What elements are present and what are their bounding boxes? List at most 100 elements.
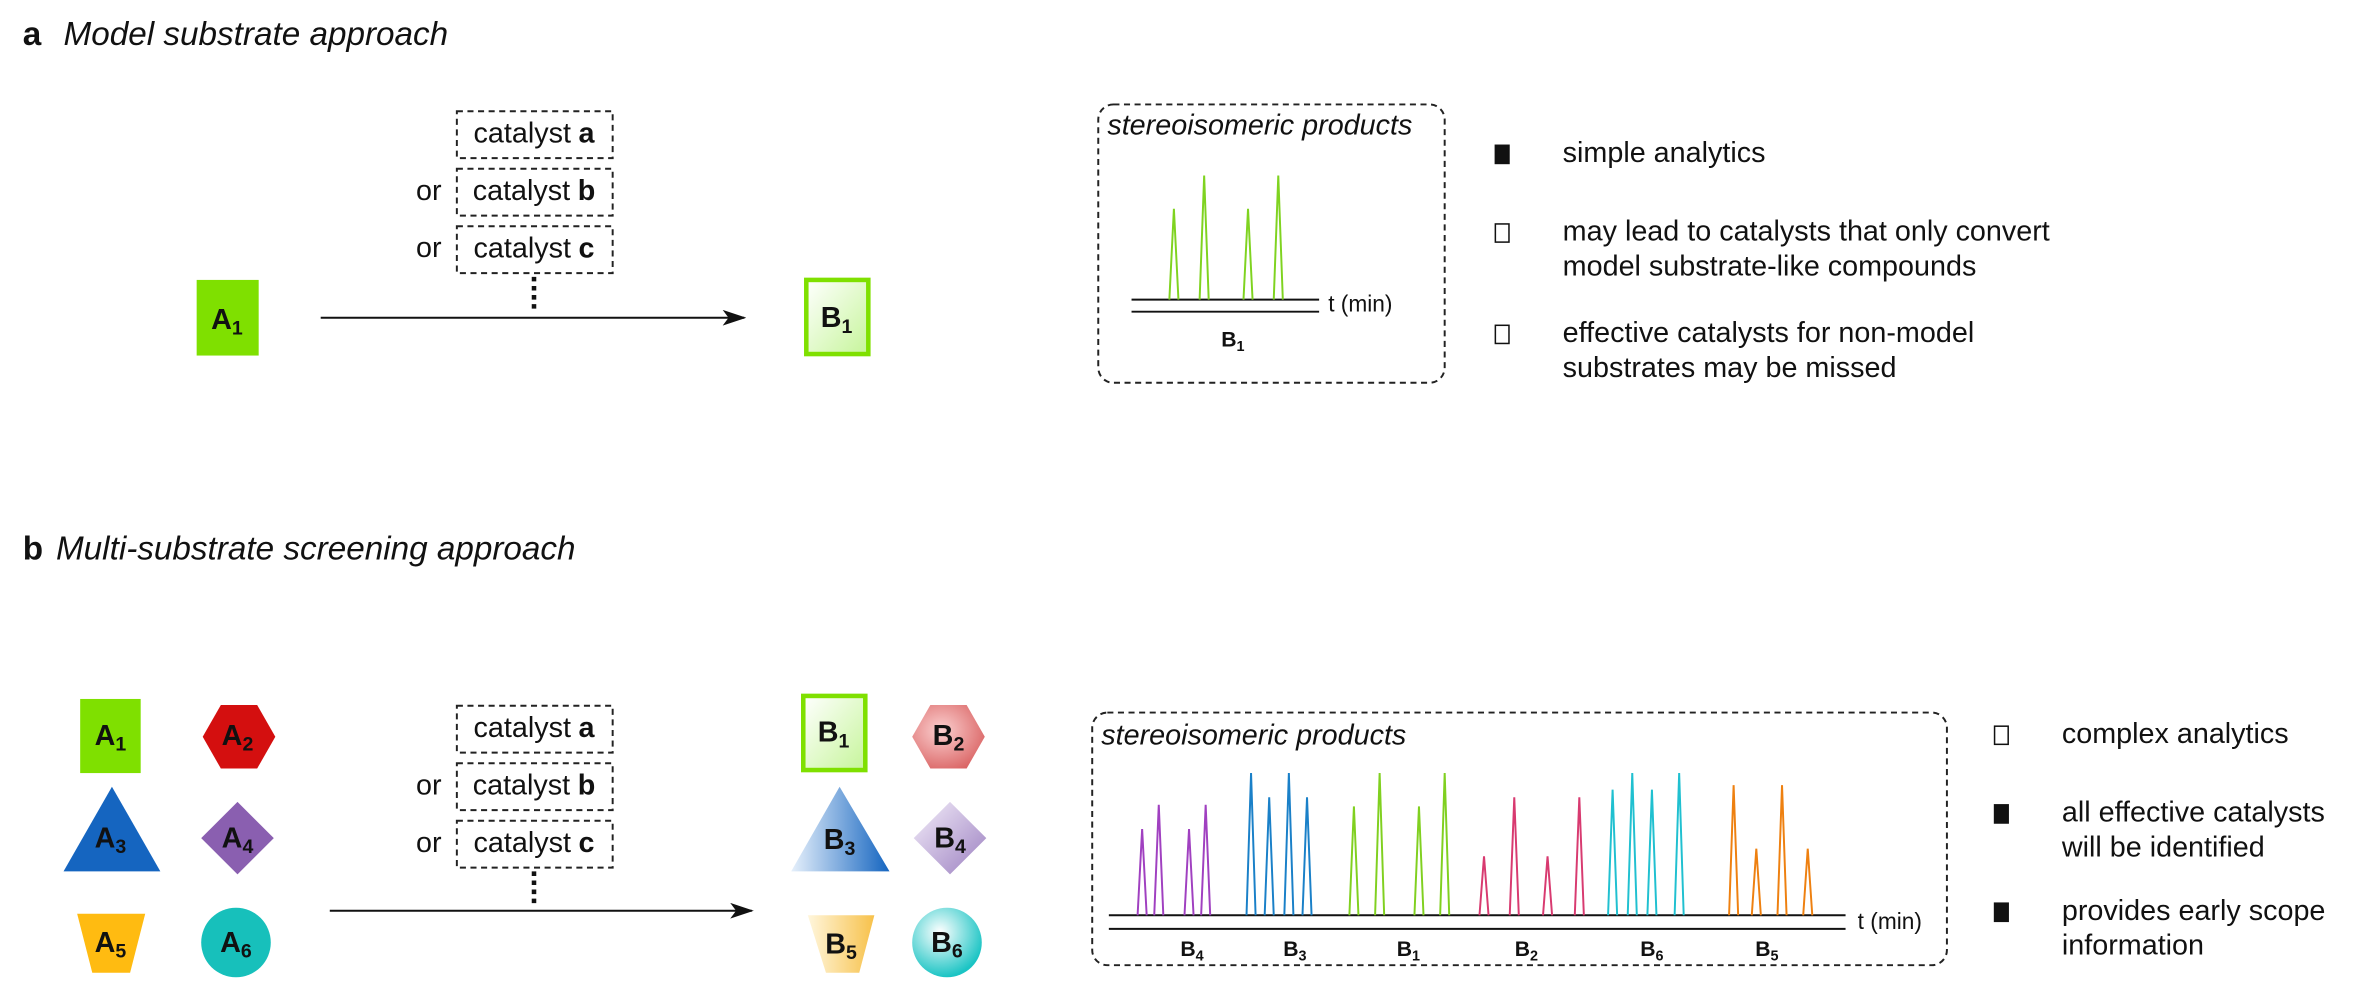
catalyst-name: catalyst bbox=[473, 175, 570, 207]
catalyst-name: catalyst bbox=[474, 827, 571, 859]
axis-label: t (min) bbox=[1858, 908, 1922, 934]
compound-label: A2 bbox=[222, 719, 254, 755]
point-text: information bbox=[2062, 930, 2204, 962]
label-base: A bbox=[220, 927, 241, 959]
chromatogram-peaks bbox=[1478, 797, 1585, 916]
point-text: provides early scope bbox=[2062, 895, 2326, 927]
label-subscript: 6 bbox=[952, 941, 963, 963]
bullet-marker bbox=[1494, 223, 1510, 243]
compound-label: B4 bbox=[934, 822, 966, 858]
label-base: A bbox=[95, 822, 116, 854]
label-base: B bbox=[818, 716, 839, 748]
compound-label: B1 bbox=[1221, 328, 1244, 355]
point-text: simple analytics bbox=[1563, 137, 1766, 169]
catalyst-id: b bbox=[578, 175, 596, 207]
label-base: A bbox=[222, 719, 243, 751]
catalyst-id: a bbox=[579, 712, 596, 744]
label-subscript: 2 bbox=[242, 734, 253, 756]
catalyst-prefix: or bbox=[416, 769, 442, 801]
point-text: model substrate-like compounds bbox=[1563, 250, 1977, 282]
compound-label: B2 bbox=[1515, 938, 1538, 965]
panel-title: Model substrate approach bbox=[64, 16, 449, 53]
label-subscript: 6 bbox=[241, 941, 252, 963]
compound-label: B3 bbox=[824, 824, 856, 860]
catalyst-name: catalyst bbox=[474, 712, 571, 744]
label-subscript: 3 bbox=[115, 836, 126, 858]
label-subscript: 1 bbox=[841, 316, 852, 338]
analysis-box bbox=[1097, 103, 1446, 384]
label-base: B bbox=[1221, 328, 1236, 351]
catalyst-prefix: or bbox=[416, 175, 442, 207]
label-base: B bbox=[821, 302, 842, 334]
label-base: B bbox=[1515, 938, 1530, 961]
catalyst-label: catalyst c bbox=[474, 827, 595, 859]
panel-letter: a bbox=[23, 16, 42, 53]
label-base: B bbox=[1640, 938, 1655, 961]
compound-label: B5 bbox=[1755, 938, 1778, 965]
catalyst-name: catalyst bbox=[473, 769, 570, 801]
bullet-marker bbox=[1993, 804, 2009, 824]
analysis-title: stereoisomeric products bbox=[1107, 110, 1412, 142]
catalyst-prefix: or bbox=[416, 827, 442, 859]
label-subscript: 5 bbox=[846, 942, 857, 964]
catalyst-label: catalyst b bbox=[473, 769, 596, 801]
catalyst-box bbox=[455, 704, 614, 754]
catalyst-label: catalyst c bbox=[474, 232, 595, 264]
chromatogram-peaks bbox=[1168, 175, 1284, 300]
catalyst-id: c bbox=[579, 827, 595, 859]
compound-label: B1 bbox=[821, 302, 853, 338]
product-shape bbox=[912, 705, 985, 769]
catalyst-prefix: or bbox=[416, 232, 442, 264]
bullet-marker bbox=[1494, 324, 1510, 345]
substrate-shape bbox=[63, 786, 161, 872]
label-base: A bbox=[222, 822, 243, 854]
substrate-shape bbox=[77, 913, 146, 973]
product-shape bbox=[807, 915, 875, 973]
product-shape bbox=[913, 801, 987, 875]
panel-letter: b bbox=[23, 530, 43, 567]
compound-label: A1 bbox=[95, 719, 127, 755]
label-subscript: 4 bbox=[242, 836, 253, 858]
label-base: B bbox=[933, 719, 954, 751]
catalyst-id: c bbox=[579, 232, 595, 264]
catalyst-box bbox=[455, 762, 614, 812]
point-text: all effective catalysts bbox=[2062, 797, 2325, 829]
point-text: will be identified bbox=[2061, 831, 2265, 863]
compound-label: B5 bbox=[825, 928, 857, 964]
catalyst-name: catalyst bbox=[474, 117, 571, 149]
catalyst-id: b bbox=[578, 769, 596, 801]
point-text: complex analytics bbox=[2062, 718, 2289, 750]
point-text: effective catalysts for non-model bbox=[1563, 317, 1975, 349]
chromatogram-peaks bbox=[1728, 785, 1814, 916]
chromatogram-peaks bbox=[1348, 773, 1451, 916]
label-subscript: 5 bbox=[115, 941, 126, 963]
catalyst-label: catalyst a bbox=[474, 117, 596, 149]
substrate-shape bbox=[80, 698, 141, 774]
analysis-box bbox=[1091, 711, 1948, 967]
axis-label: t (min) bbox=[1328, 291, 1392, 317]
label-base: B bbox=[1397, 938, 1412, 961]
chromatogram-peaks bbox=[1136, 804, 1212, 916]
label-subscript: 5 bbox=[1771, 948, 1779, 964]
label-base: B bbox=[825, 928, 846, 960]
label-subscript: 2 bbox=[1530, 948, 1538, 964]
compound-label: A4 bbox=[222, 822, 254, 858]
catalyst-box bbox=[455, 225, 614, 275]
substrate-shape bbox=[201, 907, 271, 978]
label-base: B bbox=[1755, 938, 1770, 961]
compound-label: A3 bbox=[95, 822, 127, 858]
point-text: substrates may be missed bbox=[1563, 352, 1897, 384]
label-base: B bbox=[931, 927, 952, 959]
compound-label: B6 bbox=[1640, 938, 1663, 965]
substrate-shape bbox=[196, 279, 259, 356]
label-base: B bbox=[934, 822, 955, 854]
panel-title: Multi-substrate screening approach bbox=[56, 530, 576, 567]
analysis-title: stereoisomeric products bbox=[1101, 719, 1406, 751]
product-shape bbox=[912, 907, 982, 978]
label-subscript: 6 bbox=[1656, 948, 1664, 964]
label-subscript: 1 bbox=[115, 734, 126, 756]
compound-label: B2 bbox=[933, 719, 965, 755]
catalyst-box bbox=[455, 167, 614, 217]
